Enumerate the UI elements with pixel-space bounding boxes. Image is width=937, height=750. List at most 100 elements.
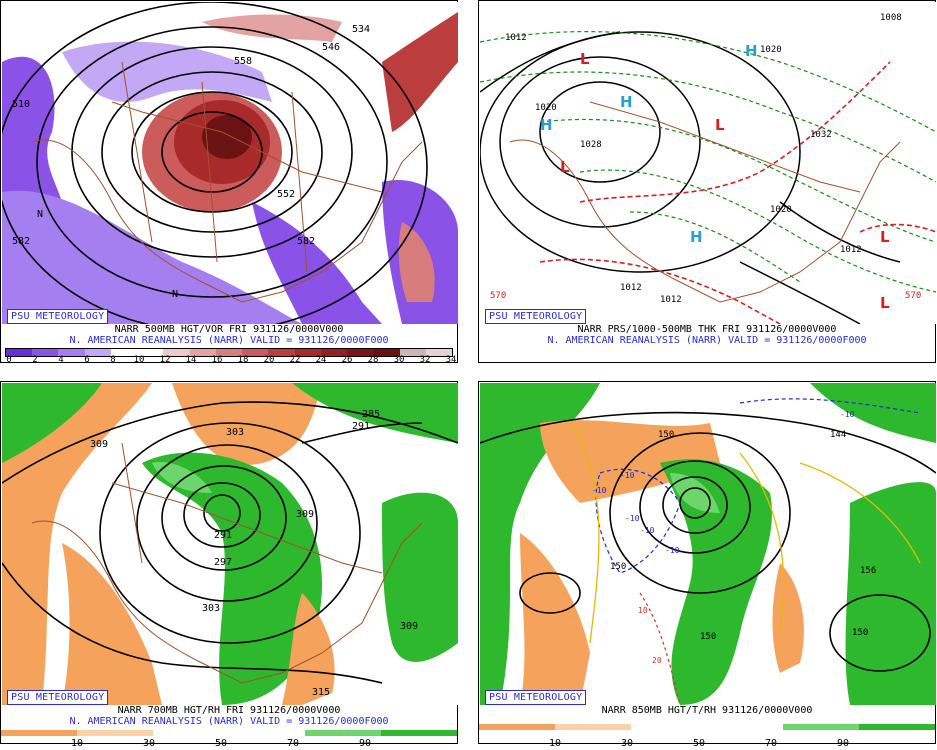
colorbar-tick-label: 30	[620, 738, 634, 749]
colorbar-tick-label: 4	[58, 355, 64, 365]
temperature-label: 10	[638, 606, 648, 615]
low-pressure-marker: L	[880, 294, 890, 312]
colorbar-tick-label: 22	[289, 355, 301, 365]
map-500mb: 510 546 558 552 582 534 582 N N	[2, 2, 458, 324]
colorbar-tick-label: 2	[32, 355, 38, 365]
contour-label: N	[37, 209, 43, 220]
temperature-label: -10	[620, 471, 635, 480]
colorbar-tick-label: 10	[133, 355, 145, 365]
colorbar-tick-label: 10	[70, 738, 84, 749]
contour-label: 291	[214, 530, 232, 541]
colorbar-tick-label: 50	[692, 738, 706, 749]
panel-title: NARR 850MB HGT/T/RH 931126/0000V000	[601, 705, 813, 716]
colorbar-tick-label: 30	[393, 355, 405, 365]
panel-500mb-vorticity: 510 546 558 552 582 534 582 N N PSU METE…	[0, 0, 458, 365]
high-pressure-marker: H	[620, 93, 633, 111]
colorbar-tick-label: 34	[445, 355, 457, 365]
isobar-label: 1032	[810, 130, 832, 140]
low-pressure-marker: L	[880, 228, 890, 246]
panel-title: NARR 700MB HGT/RH FRI 931126/0000V000	[117, 705, 341, 716]
temperature-label: -10	[592, 486, 607, 495]
contour-label: 309	[400, 621, 418, 632]
colorbar-tick-label: 14	[185, 355, 197, 365]
isobar-label: 1020	[770, 205, 792, 215]
low-pressure-marker: L	[560, 158, 570, 176]
contour-label: 291	[352, 421, 370, 432]
high-pressure-marker: H	[745, 42, 758, 60]
colorbar-segment	[347, 349, 374, 356]
contour-label: 156	[860, 566, 876, 576]
contour-label: 303	[202, 603, 220, 614]
contour-label: 150	[658, 430, 674, 440]
panel-title: NARR PRS/1000-500MB THK FRI 931126/0000V…	[577, 324, 837, 335]
colorbar-tick-label: 18	[237, 355, 249, 365]
colorbar-tick-label: 12	[159, 355, 171, 365]
colorbar	[5, 348, 453, 357]
contour-label: 150	[852, 628, 868, 638]
colorbar-segment	[58, 349, 85, 356]
panel-subtitle: N. AMERICAN REANALYSIS (NARR) VALID = 93…	[69, 716, 389, 727]
credit-label: PSU METEOROLOGY	[485, 309, 587, 324]
isobar-label: 1012	[840, 245, 862, 255]
colorbar-segment	[215, 349, 243, 356]
colorbar-segment	[110, 349, 138, 356]
panel-subtitle: N. AMERICAN REANALYSIS (NARR) VALID = 93…	[547, 335, 867, 346]
colorbar-segment	[163, 349, 190, 356]
temperature-label: -10	[665, 546, 680, 555]
contour-label: 150	[700, 632, 716, 642]
credit-label: PSU METEOROLOGY	[485, 690, 587, 705]
colorbar-tick-label: 24	[315, 355, 327, 365]
map-700mb: 309 303 285 291 297 303 309 309 315 291	[2, 383, 458, 705]
thickness-label: 570	[490, 291, 506, 301]
temperature-label: -10	[640, 526, 655, 535]
isobar-label: 1028	[580, 140, 602, 150]
contour-label: 510	[12, 99, 30, 110]
map-pressure: 1012 1012 1020 1020 1028 1032 1020 1012 …	[480, 2, 936, 324]
contour-label: 582	[12, 236, 30, 247]
colorbar-segment	[294, 349, 321, 356]
colorbar-tick-label: 0	[6, 355, 12, 365]
contour-label: 582	[297, 236, 315, 247]
colorbar-tick-label: 32	[419, 355, 431, 365]
colorbar-segment	[425, 349, 452, 356]
colorbar-segment	[242, 349, 269, 356]
isobar-label: 1012	[505, 33, 527, 43]
colorbar-tick-label: 90	[836, 738, 850, 749]
contour-label: 558	[234, 56, 252, 67]
temperature-label: -10	[625, 514, 640, 523]
colorbar-segment	[373, 349, 400, 356]
colorbar-segment	[32, 349, 59, 356]
high-pressure-marker: H	[690, 228, 703, 246]
colorbar-segment	[6, 349, 33, 356]
temperature-label: 0	[580, 426, 585, 435]
colorbar-segment	[84, 349, 111, 356]
contour-label: 285	[362, 409, 380, 420]
colorbar-segment	[320, 349, 348, 356]
contour-label: 534	[352, 24, 370, 35]
colorbar-tick-label: 6	[84, 355, 90, 365]
isobar-label: 1012	[660, 295, 682, 305]
colorbar	[1, 730, 457, 736]
colorbar-tick-label: 20	[263, 355, 275, 365]
contour-label: 303	[226, 427, 244, 438]
panel-title: NARR 500MB HGT/VOR FRI 931126/0000V000	[114, 324, 344, 335]
panel-850mb-temp-rh: 150 150 156 150 150 144 -10 -10 -10 -10 …	[478, 381, 936, 749]
colorbar-tick-label: 30	[142, 738, 156, 749]
contour-label: 546	[322, 42, 340, 53]
colorbar-segment	[399, 349, 426, 356]
map-850mb: 150 150 156 150 150 144 -10 -10 -10 -10 …	[480, 383, 936, 705]
high-pressure-marker: H	[540, 116, 553, 134]
isobar-label: 1012	[620, 283, 642, 293]
colorbar	[479, 724, 935, 730]
colorbar-tick-label: 28	[367, 355, 379, 365]
panel-subtitle: N. AMERICAN REANALYSIS (NARR) VALID = 93…	[69, 335, 389, 346]
contour-label: 144	[830, 430, 846, 440]
contour-label: 150	[610, 562, 626, 572]
colorbar-tick-label: 70	[286, 738, 300, 749]
low-pressure-marker: L	[580, 50, 590, 68]
contour-label: 309	[296, 509, 314, 520]
panel-700mb-rh: 309 303 285 291 297 303 309 309 315 291 …	[0, 381, 458, 749]
contour-label: 309	[90, 439, 108, 450]
low-pressure-marker: L	[715, 116, 725, 134]
credit-label: PSU METEOROLOGY	[7, 309, 109, 324]
